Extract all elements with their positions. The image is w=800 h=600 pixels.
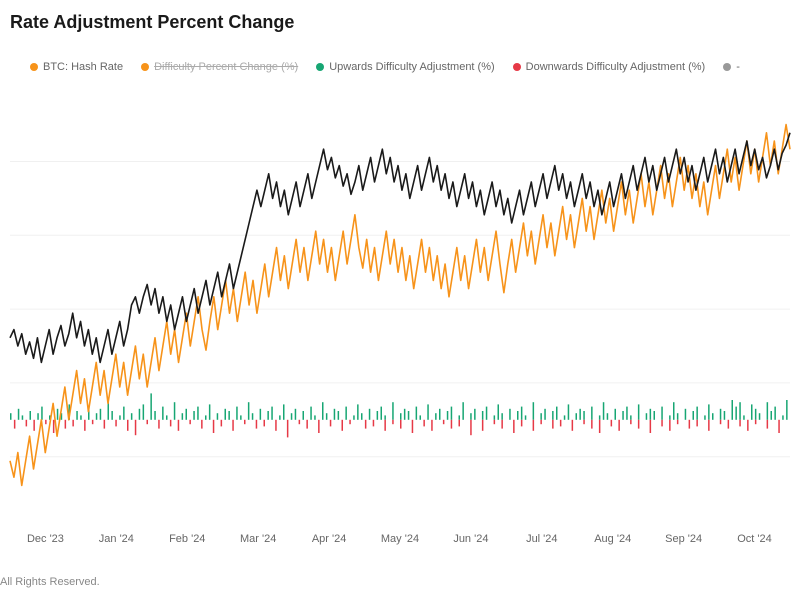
x-axis-label: Jun '24 <box>435 533 506 545</box>
x-axis-label: Sep '24 <box>648 533 719 545</box>
legend-dot-icon <box>316 63 324 71</box>
x-axis-label: Dec '23 <box>10 533 81 545</box>
chart-svg <box>10 100 790 510</box>
x-axis: Dec '23Jan '24Feb '24Mar '24Apr '24May '… <box>10 533 790 545</box>
x-axis-label: Apr '24 <box>294 533 365 545</box>
legend-label: BTC: Hash Rate <box>43 61 123 73</box>
x-axis-label: Jul '24 <box>506 533 577 545</box>
legend-item[interactable]: - <box>723 61 740 73</box>
legend-label: - <box>736 61 740 73</box>
legend-item[interactable]: Difficulty Percent Change (%) <box>141 61 298 73</box>
legend: BTC: Hash Rate Difficulty Percent Change … <box>0 33 800 73</box>
legend-item[interactable]: Downwards Difficulty Adjustment (%) <box>513 61 706 73</box>
x-axis-label: Jan '24 <box>81 533 152 545</box>
legend-item[interactable]: Upwards Difficulty Adjustment (%) <box>316 61 494 73</box>
footer-text: All Rights Reserved. <box>0 576 100 588</box>
legend-item[interactable]: BTC: Hash Rate <box>30 61 123 73</box>
x-axis-label: Oct '24 <box>719 533 790 545</box>
legend-dot-icon <box>723 63 731 71</box>
legend-label: Difficulty Percent Change (%) <box>154 61 298 73</box>
legend-label: Downwards Difficulty Adjustment (%) <box>526 61 706 73</box>
chart-plot-area <box>10 100 790 510</box>
x-axis-label: Aug '24 <box>577 533 648 545</box>
x-axis-label: Mar '24 <box>223 533 294 545</box>
x-axis-label: Feb '24 <box>152 533 223 545</box>
legend-label: Upwards Difficulty Adjustment (%) <box>329 61 494 73</box>
legend-dot-icon <box>30 63 38 71</box>
legend-dot-icon <box>513 63 521 71</box>
chart-title: Rate Adjustment Percent Change <box>0 0 800 33</box>
legend-dot-icon <box>141 63 149 71</box>
x-axis-label: May '24 <box>365 533 436 545</box>
